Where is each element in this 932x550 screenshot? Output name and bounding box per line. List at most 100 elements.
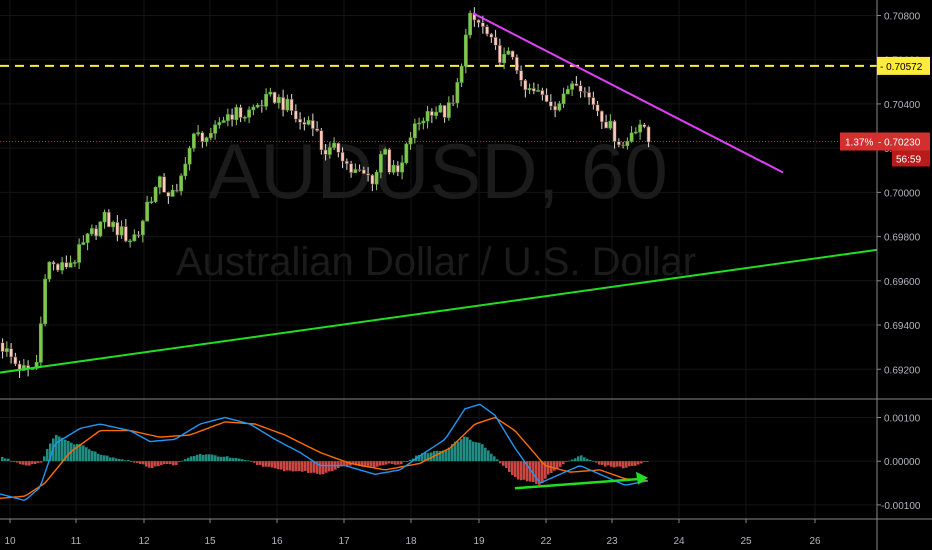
macd-hist-bar-123 [370, 461, 373, 467]
macd-hist-bar-213 [640, 461, 643, 464]
macd-hist-bar-81 [244, 460, 247, 462]
macd-hist-bar-73 [220, 456, 223, 462]
macd-hist-bar-184 [553, 461, 556, 471]
macd-hist-bar-198 [595, 461, 598, 463]
candle-body-114 [485, 26, 490, 35]
macd-hist-bar-67 [202, 454, 205, 462]
price-change-bg [840, 132, 877, 151]
macd-hist-bar-7 [22, 461, 25, 465]
macd-hist-bar-159 [478, 442, 481, 462]
macd-hist-bar-54 [163, 461, 166, 465]
macd-hist-bar-85 [256, 461, 259, 466]
candle-body-106 [451, 102, 456, 104]
candle-body-98 [417, 122, 422, 125]
price-tick-label-0: 0.70800 [884, 11, 921, 22]
macd-hist-bar-131 [394, 461, 397, 465]
candle-body-68 [289, 98, 294, 112]
macd-hist-bar-46 [139, 461, 142, 464]
candle-body-115 [489, 33, 494, 38]
candle-body-149 [633, 131, 638, 134]
macd-hist-bar-127 [382, 461, 385, 466]
candle-body-88 [374, 171, 379, 185]
macd-hist-bar-205 [616, 461, 619, 467]
macd-hist-bar-177 [532, 461, 535, 482]
candle-body-13 [55, 263, 60, 271]
macd-hist-bar-103 [310, 461, 313, 473]
macd-hist-bar-202 [607, 461, 610, 466]
macd-hist-bar-107 [322, 461, 325, 475]
macd-hist-bar-45 [136, 461, 139, 464]
candle-body-127 [540, 90, 545, 96]
candle-body-93 [395, 165, 400, 173]
macd-hist-bar-166 [499, 461, 502, 464]
macd-hist-bar-3 [10, 460, 13, 462]
price-tick-label-6: 0.69600 [884, 277, 921, 288]
candle-body-95 [404, 143, 409, 164]
candle-body-130 [553, 105, 558, 111]
candle-body-11 [47, 261, 52, 280]
macd-hist-bar-6 [19, 461, 22, 465]
time-tick-label-8: 22 [540, 536, 552, 547]
candle-body-110 [468, 12, 473, 36]
candle-body-44 [187, 147, 192, 165]
candle-body-2 [9, 348, 14, 358]
macd-hist-bar-90 [271, 461, 274, 468]
candle-body-35 [149, 201, 154, 203]
candle-body-56 [238, 107, 243, 118]
macd-hist-bar-84 [253, 461, 256, 463]
candle-body-147 [625, 141, 630, 146]
macd-hist-bar-122 [367, 461, 370, 468]
candle-body-94 [400, 162, 405, 173]
macd-hist-bar-102 [307, 461, 310, 473]
candle-body-143 [608, 120, 613, 129]
macd-hist-bar-93 [280, 461, 283, 470]
macd-hist-bar-40 [121, 459, 124, 462]
macd-hist-bar-15 [46, 449, 49, 462]
macd-hist-bar-70 [211, 454, 214, 462]
macd-hist-bar-94 [283, 461, 286, 472]
candle-body-73 [310, 120, 315, 130]
candle-body-91 [387, 149, 392, 173]
macd-hist-bar-126 [379, 461, 382, 466]
macd-hist-bar-204 [613, 461, 616, 468]
candle-body-84 [357, 169, 362, 171]
candle-body-37 [157, 176, 162, 188]
macd-hist-bar-76 [229, 457, 232, 462]
macd-hist-bar-157 [472, 441, 475, 462]
macd-hist-bar-19 [58, 436, 61, 462]
macd-hist-bar-62 [187, 457, 190, 462]
macd-hist-bar-201 [604, 461, 607, 467]
candle-body-52 [221, 120, 226, 123]
time-tick-label-6: 18 [405, 536, 417, 547]
candle-body-146 [621, 144, 626, 147]
candle-body-125 [531, 88, 536, 92]
macd-hist-bar-114 [343, 461, 346, 466]
candle-body-33 [140, 220, 145, 236]
candle-body-57 [242, 116, 247, 119]
macd-hist-bar-164 [493, 456, 496, 462]
watermark-name: Australian Dollar / U.S. Dollar [176, 240, 696, 284]
macd-hist-bar-31 [94, 451, 97, 462]
macd-hist-bar-88 [265, 461, 268, 467]
candle-body-148 [629, 132, 634, 142]
candle-body-139 [591, 97, 596, 106]
candle-body-71 [302, 122, 307, 125]
time-tick-label-0: 10 [4, 536, 16, 547]
macd-hist-bar-32 [97, 453, 100, 462]
candle-body-19 [81, 242, 86, 245]
last-price-label-bg [868, 132, 930, 151]
macd-hist-bar-130 [391, 461, 394, 464]
candle-body-50 [213, 124, 218, 134]
watermark: AUDUSD, 60 Australian Dollar / U.S. Doll… [176, 127, 696, 284]
macd-hist-bar-119 [358, 461, 361, 467]
candle-body-100 [425, 111, 430, 122]
price-tick-label-8: 0.69200 [884, 365, 921, 376]
macd-hist-bar-112 [337, 461, 340, 469]
candle-body-133 [565, 89, 570, 95]
macd-hist-bar-59 [178, 461, 181, 463]
macd-hist-bar-65 [196, 454, 199, 462]
candle-body-43 [183, 163, 188, 177]
candle-body-14 [60, 262, 65, 271]
macd-hist-bar-113 [340, 461, 343, 467]
macd-hist-bar-16 [49, 443, 52, 462]
